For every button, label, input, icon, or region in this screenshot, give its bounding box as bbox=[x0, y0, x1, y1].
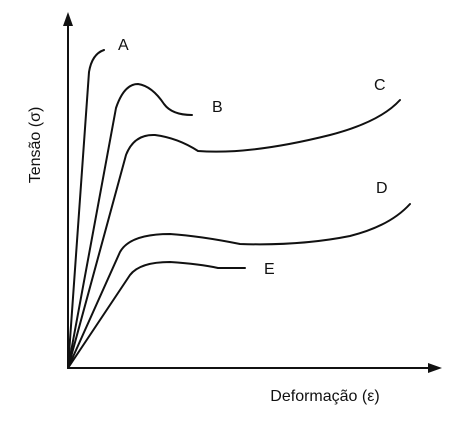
x-axis-label: Deformação (ε) bbox=[270, 388, 379, 405]
curve-label: B bbox=[212, 99, 223, 116]
curve-b bbox=[67, 83, 193, 369]
x-axis-arrow bbox=[428, 363, 442, 373]
curve-a bbox=[67, 49, 105, 369]
curve-e bbox=[67, 261, 246, 369]
curve-d bbox=[67, 203, 411, 369]
y-axis-label: Tensão (σ) bbox=[27, 107, 44, 184]
curve-c bbox=[67, 99, 401, 369]
curve-label: E bbox=[264, 261, 275, 278]
y-axis-arrow bbox=[63, 12, 73, 26]
curve-label: A bbox=[118, 37, 129, 54]
curve-label: C bbox=[374, 77, 386, 94]
curve-label: D bbox=[376, 180, 388, 197]
